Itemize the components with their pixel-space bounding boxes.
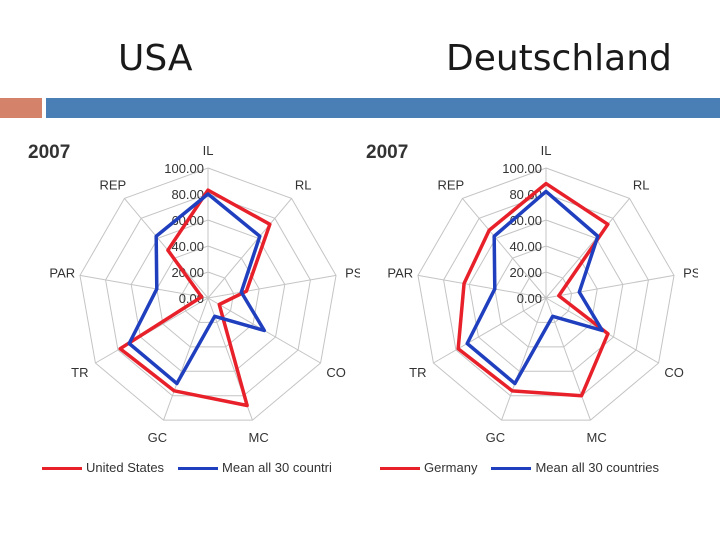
legend-swatch xyxy=(491,467,532,471)
axis-label: TR xyxy=(409,365,426,380)
axis-label: PAR xyxy=(49,265,75,280)
chart-year-label: 2007 xyxy=(366,142,409,163)
chart-legend: United States Mean all 30 countri xyxy=(42,460,356,475)
axis-label: IL xyxy=(541,143,552,158)
grid-ring xyxy=(105,193,311,397)
heading-deutschland: Deutschland xyxy=(446,38,672,79)
radial-tick-label: 40.00 xyxy=(509,239,542,254)
legend-label: Mean all 30 countries xyxy=(535,460,660,475)
axis-label: GC xyxy=(148,430,168,445)
chart-legend: Germany Mean all 30 countries xyxy=(380,460,694,475)
radar-svg-germany: 100.0080.0060.0040.0020.000.00ILRLPSCOMC… xyxy=(387,143,698,445)
grid-spoke xyxy=(545,274,675,299)
radial-tick-label: 100.00 xyxy=(164,161,204,176)
grid-spoke xyxy=(124,198,209,299)
legend-item-series-a: United States xyxy=(42,460,164,475)
axis-label: PS xyxy=(683,265,698,280)
radial-tick-label: 80.00 xyxy=(171,187,204,202)
axis-label: MC xyxy=(587,430,607,445)
radial-tick-label: 80.00 xyxy=(509,187,542,202)
legend-item-series-a: Germany xyxy=(380,460,477,475)
legend-item-series-b: Mean all 30 countri xyxy=(178,460,332,475)
legend-label: Germany xyxy=(424,460,478,475)
legend-swatch xyxy=(380,467,420,471)
axis-label: IL xyxy=(203,143,214,158)
axis-label: CO xyxy=(664,365,684,380)
grid-ring xyxy=(79,167,337,421)
grid-spoke xyxy=(433,297,547,364)
radial-tick-label: 0.00 xyxy=(179,291,204,306)
radial-tick-label: 40.00 xyxy=(171,239,204,254)
series-line-b xyxy=(127,192,267,386)
axis-label: REP xyxy=(100,178,127,193)
radial-tick-label: 20.00 xyxy=(509,265,542,280)
heading-usa: USA xyxy=(118,38,193,79)
grid-spoke xyxy=(207,198,292,299)
grid-ring xyxy=(156,245,260,348)
series-line-a xyxy=(456,181,610,398)
radial-tick-label: 100.00 xyxy=(502,161,542,176)
chart-year-label: 2007 xyxy=(28,142,71,163)
grid-spoke xyxy=(79,274,209,299)
series-line-b xyxy=(465,189,605,386)
series-line-a xyxy=(118,188,272,408)
grid-spoke xyxy=(163,297,209,421)
legend-label: Mean all 30 countri xyxy=(222,460,332,475)
axis-label: MC xyxy=(249,430,269,445)
title-accent-bar xyxy=(0,98,42,118)
axis-label: REP xyxy=(438,178,465,193)
legend-label: United States xyxy=(86,460,165,475)
axis-label: RL xyxy=(295,178,312,193)
grid-spoke xyxy=(417,274,547,299)
grid-ring xyxy=(468,219,624,372)
grid-ring xyxy=(181,271,235,323)
title-divider-bar xyxy=(46,98,720,118)
legend-swatch xyxy=(42,467,82,471)
grid-spoke xyxy=(207,274,337,299)
axis-label: RL xyxy=(633,178,650,193)
grid-ring xyxy=(417,167,675,421)
radar-chart-usa: 2007 100.00 80.00 60.00 40.00 20.00 0.00 IL RL P… xyxy=(20,128,360,488)
radial-tick-label: 0.00 xyxy=(517,291,542,306)
axis-label: GC xyxy=(486,430,506,445)
grid-spoke xyxy=(501,297,547,421)
grid-ring xyxy=(443,193,649,397)
axis-label: CO xyxy=(326,365,346,380)
grid-ring xyxy=(130,219,286,372)
radar-chart-germany: 2007 100.00 80.00 60.00 40.00 20.00 0.00 IL RL P… xyxy=(358,128,698,488)
grid-spoke xyxy=(545,198,630,299)
legend-item-series-b: Mean all 30 countries xyxy=(491,460,659,475)
grid-ring xyxy=(494,245,598,348)
grid-spoke xyxy=(462,198,547,299)
axis-label: TR xyxy=(71,365,88,380)
legend-swatch xyxy=(178,467,219,471)
axis-label: PS xyxy=(345,265,360,280)
radar-svg-usa: 100.0080.0060.0040.0020.000.00ILRLPSCOMC… xyxy=(49,143,360,445)
axis-label: PAR xyxy=(387,265,413,280)
